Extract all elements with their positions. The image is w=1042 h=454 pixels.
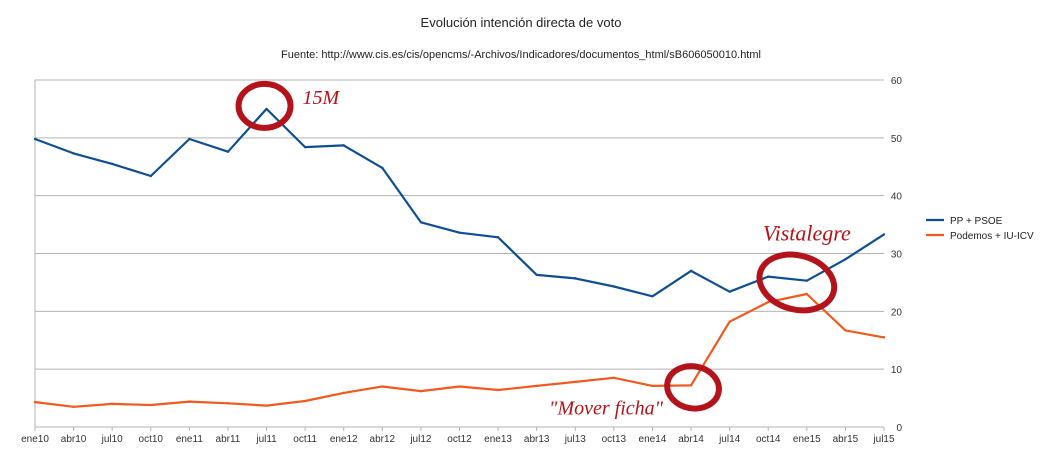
x-tick-label: ene11 <box>176 434 204 445</box>
data-point <box>303 145 307 149</box>
data-point <box>381 166 384 170</box>
x-tick-label: oct12 <box>447 434 472 445</box>
x-tick-label: abr14 <box>678 434 704 445</box>
data-point <box>612 285 616 288</box>
data-point <box>805 279 809 282</box>
x-tick-label: oct11 <box>293 434 317 445</box>
data-point <box>72 152 75 155</box>
x-tick-label: jul12 <box>409 434 432 445</box>
data-point <box>767 275 770 278</box>
data-point <box>844 329 847 332</box>
legend: PP + PSOE Podemos + IU-ICV <box>926 216 1034 242</box>
data-point <box>226 150 230 153</box>
x-tick-label: jul13 <box>564 434 587 445</box>
x-tick-label: ene13 <box>484 434 512 445</box>
data-point <box>342 144 345 147</box>
y-tick-label: 20 <box>891 307 903 318</box>
series-lines <box>33 107 886 408</box>
annotations: 15M Vistalegre "Mover ficha" <box>235 80 851 419</box>
data-point <box>265 107 268 111</box>
x-tick-label: jul15 <box>872 434 895 445</box>
data-point <box>33 137 37 141</box>
x-tick-label: oct13 <box>602 434 627 445</box>
y-tick-label: 0 <box>896 423 902 434</box>
y-tick-label: 30 <box>891 250 903 261</box>
annotation-circle-15m <box>235 80 294 131</box>
y-tick-label: 10 <box>891 365 903 376</box>
data-point <box>188 137 191 141</box>
x-tick-label: abr13 <box>524 434 550 445</box>
gridlines <box>34 79 884 428</box>
data-point <box>728 320 731 323</box>
series-line-1 <box>34 107 885 298</box>
x-tick-label: jul11 <box>255 434 277 445</box>
data-point <box>419 221 423 224</box>
x-tick-label: abr12 <box>370 434 396 445</box>
data-point <box>689 384 693 387</box>
annotation-label-vistalegre: Vistalegre <box>763 220 851 245</box>
x-tick-label: jul14 <box>718 434 741 445</box>
x-tick-label: abr11 <box>216 434 241 445</box>
data-point <box>149 403 152 407</box>
x-tick-label: ene12 <box>330 434 358 445</box>
axes: 0 10 20 30 40 50 60 ene10 abr10 jul10 oct10 ene11 ab… <box>21 76 902 445</box>
chart-subtitle: Fuente: http://www.cis.es/cis/opencms/-A… <box>281 49 761 61</box>
annotation-circle-vistalegre <box>756 251 838 314</box>
data-point <box>303 399 307 403</box>
data-point <box>574 277 577 280</box>
x-tick-label: oct14 <box>756 434 781 445</box>
data-point <box>458 231 461 234</box>
data-point <box>110 402 114 406</box>
x-tick-label: abr15 <box>833 434 859 445</box>
data-point <box>458 385 461 388</box>
y-tick-label: 50 <box>891 134 903 145</box>
data-point <box>33 400 37 404</box>
x-tick-label: ene14 <box>639 434 667 445</box>
data-point <box>535 273 538 277</box>
data-point <box>149 174 152 178</box>
legend-label: Podemos + IU-ICV <box>950 231 1034 242</box>
data-point <box>110 162 114 166</box>
chart-title: Evolución intención directa de voto <box>421 15 622 30</box>
y-tick-label: 60 <box>891 76 903 87</box>
data-point <box>767 300 770 304</box>
x-tick-label: oct10 <box>139 434 164 445</box>
data-point <box>689 269 693 273</box>
data-point <box>72 405 75 408</box>
data-point <box>844 258 847 261</box>
x-tick-label: ene15 <box>793 434 821 445</box>
x-tick-label: jul10 <box>101 434 124 445</box>
data-point <box>882 233 886 236</box>
annotation-label-15m: 15M <box>303 87 341 109</box>
annotation-label-mover-ficha: "Mover ficha" <box>549 397 664 419</box>
annotation-circle-mover-ficha <box>664 363 722 412</box>
data-point <box>226 402 230 405</box>
data-point <box>419 389 423 393</box>
data-point <box>805 292 809 296</box>
data-point <box>651 295 654 298</box>
data-point <box>882 336 886 339</box>
data-point <box>535 384 538 388</box>
data-point <box>651 384 654 388</box>
data-point <box>265 404 268 407</box>
y-tick-label: 40 <box>891 192 903 203</box>
data-point <box>188 400 191 403</box>
legend-label: PP + PSOE <box>950 216 1003 227</box>
data-point <box>496 236 500 239</box>
data-point <box>381 385 384 388</box>
data-point <box>574 380 577 384</box>
x-tick-label: ene10 <box>21 434 49 445</box>
data-point <box>496 388 500 392</box>
data-point <box>728 290 731 293</box>
x-tick-label: abr10 <box>61 434 87 445</box>
data-point <box>342 391 345 395</box>
data-point <box>612 376 616 380</box>
